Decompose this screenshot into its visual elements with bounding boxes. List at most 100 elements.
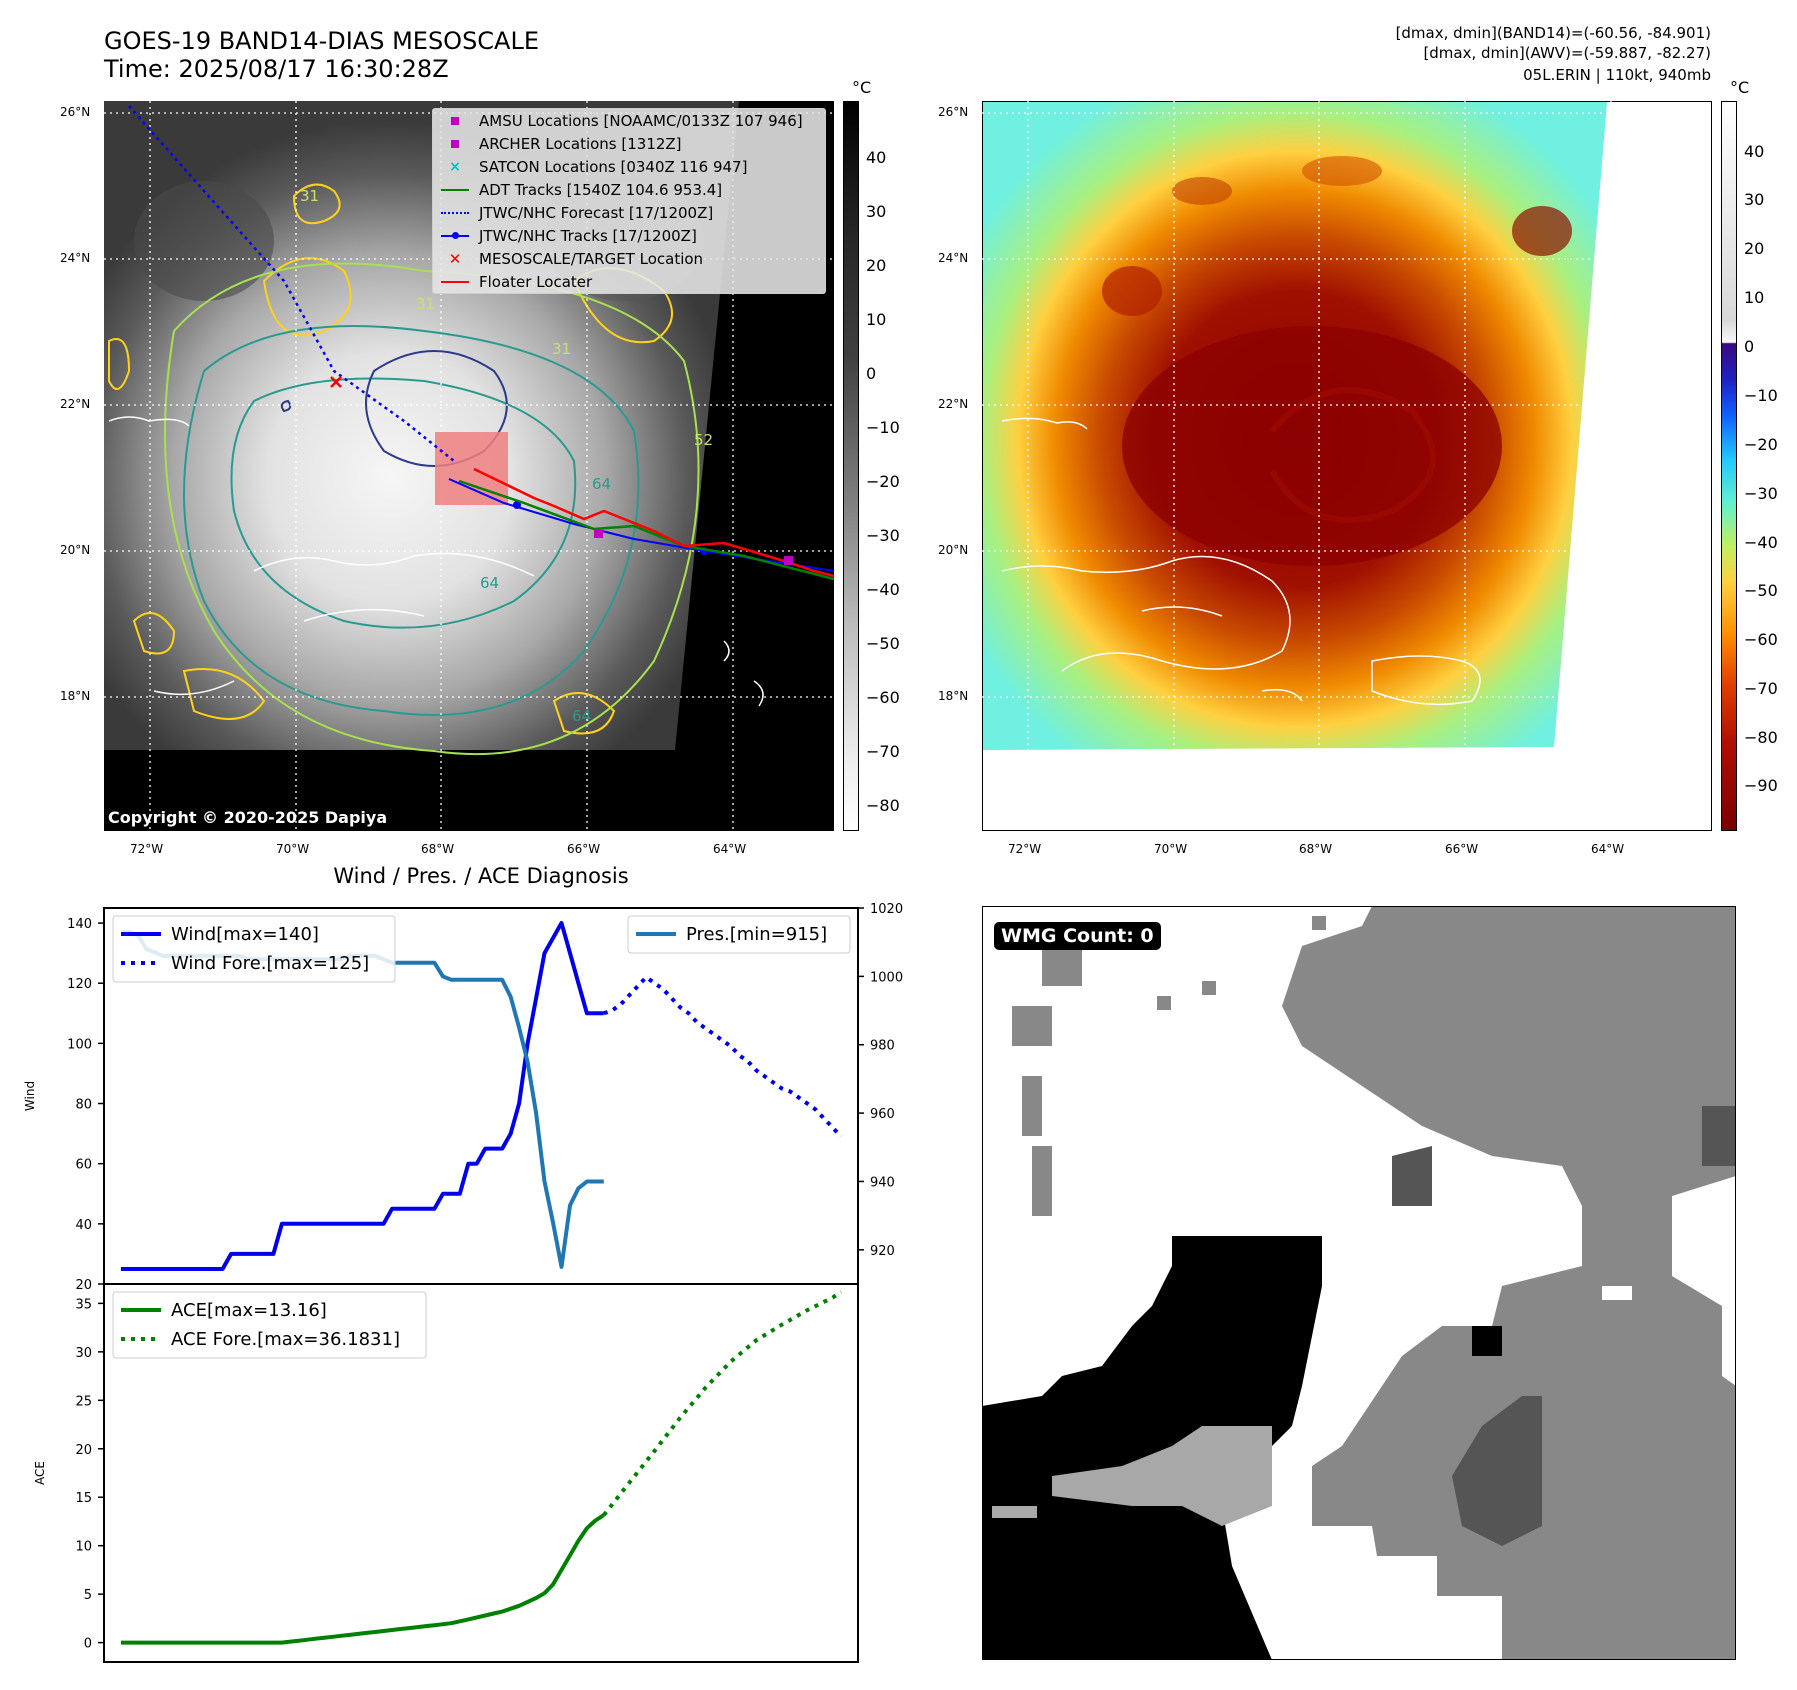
wind-tick-label: 60 [75,1158,92,1173]
legend-label: AMSU Locations [NOAAMC/0133Z 107 946] [479,111,803,130]
contour-label: 64 [480,574,499,592]
colorbar-tick: 0 [1744,337,1755,356]
colorbar-tick: 40 [1744,142,1765,161]
legend-item-satcon: × SATCON Locations [0340Z 116 947] [433,155,825,178]
contour-label: 31 [300,187,319,205]
right-colorbar [1721,101,1737,831]
lon-tick: 68°W [1299,842,1333,856]
lat-tick: 24°N [938,251,969,265]
colorbar-tick: −20 [1744,435,1778,454]
ace-tick-label: 35 [75,1297,92,1312]
contour-label: 64 [592,475,611,493]
legend-label: ACE[max=13.16] [171,1300,327,1321]
colorbar-tick: −60 [866,688,900,707]
square-marker-icon [441,137,469,151]
colorbar-tick: 20 [866,256,887,275]
colorbar-tick: 10 [866,310,887,329]
legend-label: Pres.[min=915] [686,924,827,945]
figure-title-line1: GOES-19 BAND14-DIAS MESOSCALE [104,27,540,55]
series-line [603,975,843,1138]
legend-label: ACE Fore.[max=36.1831] [171,1329,400,1350]
wmg-panel [982,906,1736,1660]
ace-tick-label: 30 [75,1346,92,1361]
ace-tick-label: 10 [75,1540,92,1555]
legend-label: MESOSCALE/TARGET Location [479,249,704,268]
colorbar-tick: −90 [1744,776,1778,795]
lon-tick: 64°W [713,842,747,856]
series-line [120,921,604,1271]
wind-tick-label: 40 [75,1218,92,1233]
legend-label: SATCON Locations [0340Z 116 947] [479,157,748,176]
lon-tick: 68°W [421,842,455,856]
colorbar-tick: −10 [1744,386,1778,405]
colorbar-tick: −70 [1744,679,1778,698]
colorbar-tick: 30 [866,202,887,221]
colorbar-tick: −60 [1744,630,1778,649]
lon-tick: 70°W [276,842,310,856]
colorbar-tick: −50 [1744,581,1778,600]
series-line [120,1513,605,1645]
colorbar-tick: −40 [866,580,900,599]
contour-label: 31 [416,295,435,313]
colorbar-tick: 30 [1744,190,1765,209]
lon-tick: 66°W [567,842,601,856]
legend-label: Wind Fore.[max=125] [171,953,369,974]
legend-label: Wind[max=140] [171,924,319,945]
wind-tick-label: 20 [75,1278,92,1293]
info-line1: [dmax, dmin](BAND14)=(-60.56, -84.901) [1395,24,1711,42]
pressure-tick-label: 940 [870,1175,895,1190]
lat-tick: 22°N [938,397,969,411]
lat-tick: 20°N [60,543,91,557]
lat-tick: 18°N [938,689,969,703]
legend-label: ARCHER Locations [1312Z] [479,134,682,153]
right-awv-map [982,101,1712,831]
colorbar-tick: −20 [866,472,900,491]
contour-label: 52 [694,431,713,449]
colorbar-tick: 10 [1744,288,1765,307]
ace-tick-label: 20 [75,1443,92,1458]
legend-item-tracks: JTWC/NHC Tracks [17/1200Z] [433,224,825,247]
series-line [602,1290,843,1517]
legend-label: Floater Locater [479,272,593,291]
colorbar-tick: 40 [866,148,887,167]
colorbar-tick: −40 [1744,533,1778,552]
lon-tick: 66°W [1445,842,1479,856]
wind-tick-label: 80 [75,1098,92,1113]
info-line2: [dmax, dmin](AWV)=(-59.887, -82.27) [1423,44,1711,62]
square-marker-icon [441,114,469,128]
figure-title-line2: Time: 2025/08/17 16:30:28Z [104,55,449,83]
pressure-tick-label: 1020 [870,902,903,917]
line-icon [441,183,469,197]
colorbar-tick: −50 [866,634,900,653]
lat-tick: 20°N [938,543,969,557]
cross-marker-icon: × [449,158,461,175]
wind-tick-label: 140 [67,917,92,932]
ace-axis-label: ACE [33,1461,47,1485]
info-line3: 05L.ERIN | 110kt, 940mb [1523,66,1711,84]
pressure-tick-label: 1000 [870,970,903,985]
x-marker-icon: ✕ [448,249,462,268]
colorbar-tick: −80 [1744,728,1778,747]
wind-tick-label: 100 [67,1037,92,1052]
wind-legend [112,915,396,983]
lon-tick: 72°W [130,842,164,856]
contour-label: 31 [552,340,571,358]
line-icon [441,275,469,289]
wind-pres-ace-chart: 2040608010012014092094096098010001020051… [23,902,903,1663]
colorbar-unit: °C [852,78,872,97]
ace-tick-label: 0 [84,1637,92,1652]
dotted-line-icon [441,206,469,220]
pressure-legend [627,915,851,954]
ace-panel-frame [103,1283,859,1663]
legend-item-target: ✕ MESOSCALE/TARGET Location [433,247,825,270]
ace-tick-label: 15 [75,1491,92,1506]
wind-tick-label: 120 [67,977,92,992]
copyright-text: Copyright © 2020-2025 Dapiya [108,808,387,827]
colorbar-tick: 0 [866,364,877,383]
colorbar-tick: −30 [1744,484,1778,503]
colorbar-unit: °C [1730,78,1750,97]
map-legend: AMSU Locations [NOAAMC/0133Z 107 946] AR… [432,108,826,294]
ace-tick-label: 5 [84,1588,92,1603]
lat-tick: 26°N [938,105,969,119]
lon-tick: 72°W [1008,842,1042,856]
